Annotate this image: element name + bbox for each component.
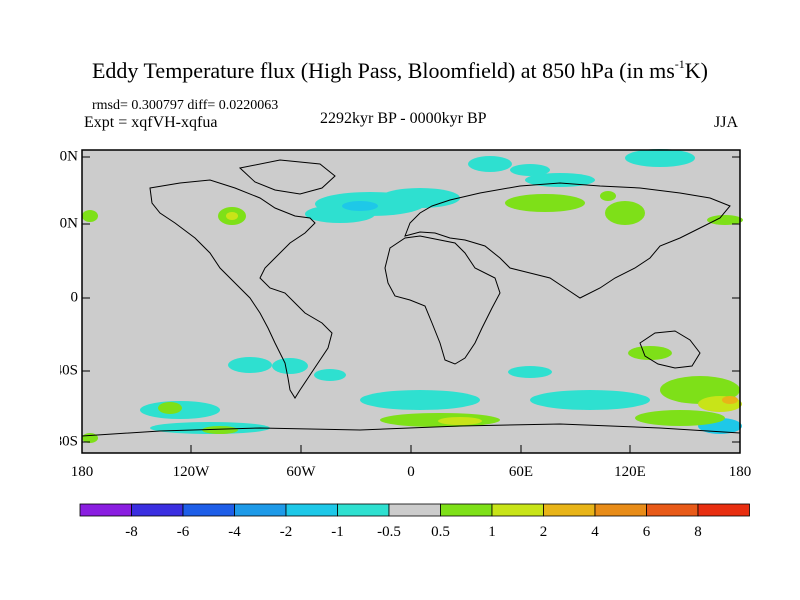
colorbar-label: 1 (488, 524, 496, 540)
positive-patch (82, 210, 98, 222)
colorbar: -8 -6 -4 -2 -1 -0.5 0.5 1 2 4 6 8 (79, 503, 750, 540)
colorbar-label: 4 (591, 524, 599, 540)
negative-patch (342, 201, 378, 211)
negative-patch (314, 369, 346, 381)
colorbar-label: 2 (540, 524, 548, 540)
lat-label: 40N (60, 215, 78, 231)
positive-patch (505, 194, 585, 212)
colorbar-box (440, 503, 493, 517)
negative-patch (468, 156, 512, 172)
antarctica-coast (81, 423, 741, 437)
title-unit: K) (684, 58, 708, 83)
positive-patch (628, 346, 672, 360)
rmsd-diff-stats: rmsd= 0.300797 diff= 0.0220063 (92, 98, 279, 113)
positive-patch (226, 212, 238, 220)
colorbar-box (594, 503, 647, 517)
negative-patch (508, 366, 552, 378)
lon-label: 120W (173, 464, 211, 480)
title-text: Eddy Temperature flux (High Pass, Bloomf… (91, 58, 675, 83)
colorbar-box (697, 503, 750, 517)
colorbar-label: -2 (280, 524, 293, 540)
lat-label: 80S (60, 433, 78, 449)
lat-label: 40S (60, 362, 78, 378)
colorbar-labels: -8 -6 -4 -2 -1 -0.5 0.5 1 2 4 6 8 (125, 524, 702, 540)
lon-label: 60E (509, 464, 533, 480)
colorbar-label: -8 (125, 524, 138, 540)
lon-label: 120E (614, 464, 646, 480)
negative-patch (510, 164, 550, 176)
colorbar-box (285, 503, 338, 517)
colorbar-box (388, 503, 441, 517)
colorbar-label: -0.5 (377, 524, 401, 540)
lat-label: 0 (71, 289, 79, 305)
positive-patch (605, 201, 645, 225)
colorbar-label: -6 (177, 524, 190, 540)
lon-label: 180 (71, 464, 94, 480)
negative-patch (525, 173, 595, 187)
colorbar-label: 0.5 (431, 524, 450, 540)
positive-patch (438, 417, 482, 425)
positive-patch (635, 410, 725, 426)
greenland-coast (238, 159, 336, 195)
positive-patch (158, 402, 182, 414)
negative-patch (228, 357, 272, 373)
lat-label: 80N (60, 148, 78, 164)
axis-ticks (81, 156, 741, 453)
colorbar-box (234, 503, 287, 517)
americas-coast (149, 179, 333, 399)
eurasia-coast (404, 182, 731, 299)
colorbar-label: 8 (694, 524, 702, 540)
title-exponent: -1 (674, 56, 685, 71)
lon-label: 60W (286, 464, 316, 480)
colorbar-box (646, 503, 699, 517)
positive-patch (600, 191, 616, 201)
colorbar-label: 6 (643, 524, 651, 540)
colorbar-box (79, 503, 132, 517)
positive-patch (722, 396, 738, 404)
chart-title: Eddy Temperature flux (High Pass, Bloomf… (0, 56, 800, 84)
positive-patch (707, 215, 743, 225)
negative-patch (530, 390, 650, 410)
coastlines (81, 159, 741, 437)
africa-coast (384, 235, 501, 365)
negative-patch (625, 149, 695, 167)
colorbar-box (182, 503, 235, 517)
map-figure: 80N 40N 0 40S 80S 180 120W 60W 0 60E 120… (60, 148, 752, 480)
colorbar-boxes (79, 503, 750, 517)
colorbar-box (543, 503, 596, 517)
period-label: 2292kyr BP - 0000kyr BP (320, 110, 487, 127)
experiment-label: Expt = xqfVH-xqfua (84, 114, 218, 131)
lon-label: 0 (407, 464, 415, 480)
australia-coast (639, 330, 701, 369)
lon-label: 180 (729, 464, 752, 480)
anomaly-patches (82, 149, 743, 443)
negative-patch (360, 390, 480, 410)
negative-patch (272, 358, 308, 374)
colorbar-box (491, 503, 544, 517)
colorbar-box (131, 503, 184, 517)
positive-patch (202, 426, 238, 434)
season-label: JJA (714, 114, 739, 131)
colorbar-label: -4 (228, 524, 241, 540)
colorbar-label: -1 (331, 524, 344, 540)
colorbar-box (337, 503, 390, 517)
